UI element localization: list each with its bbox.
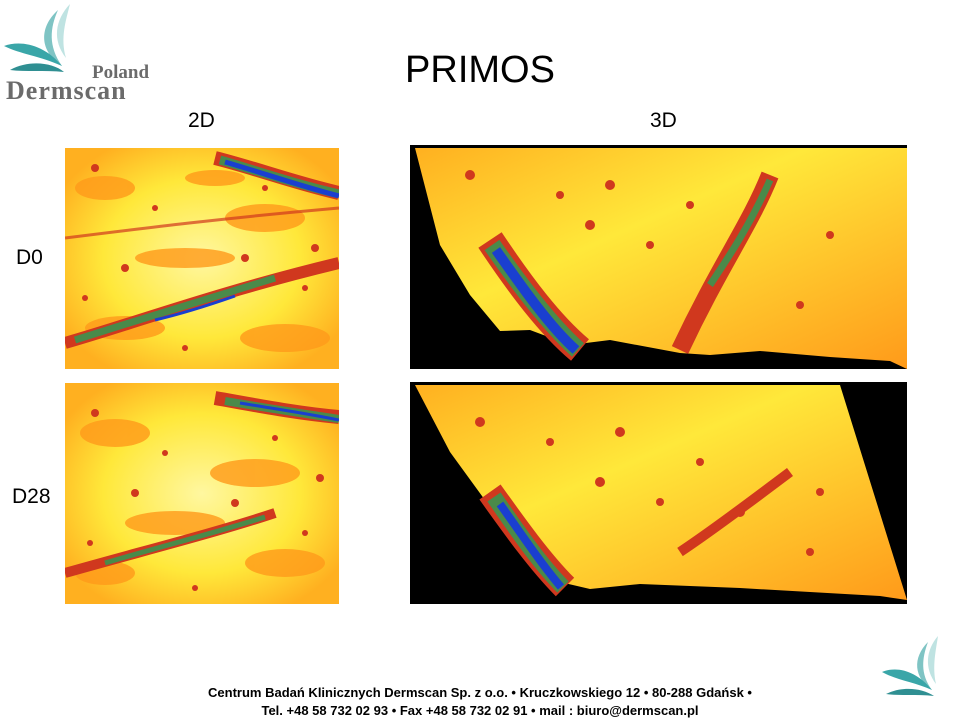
image-2d-d0 bbox=[65, 148, 339, 369]
dermscan-logo: Poland Dermscan bbox=[0, 0, 200, 105]
image-2d-d28 bbox=[65, 383, 339, 604]
leaf-logo-icon-small bbox=[882, 636, 938, 696]
logo-line2: Dermscan bbox=[6, 76, 127, 105]
image-3d-d28 bbox=[410, 382, 907, 604]
leaf-logo-icon bbox=[4, 4, 70, 72]
image-3d-d0 bbox=[410, 145, 907, 369]
row-label-d0: D0 bbox=[16, 246, 43, 269]
column-label-2d: 2D bbox=[188, 109, 215, 132]
footer-address: Centrum Badań Klinicznych Dermscan Sp. z… bbox=[208, 685, 752, 700]
row-label-d28: D28 bbox=[12, 485, 51, 508]
column-label-3d: 3D bbox=[650, 109, 677, 132]
page-title: PRIMOS bbox=[405, 49, 555, 91]
logo-line1: Poland bbox=[92, 62, 150, 83]
footer-contact: Tel. +48 58 732 02 93 • Fax +48 58 732 0… bbox=[261, 703, 699, 718]
dermscan-logo-small bbox=[878, 634, 960, 723]
